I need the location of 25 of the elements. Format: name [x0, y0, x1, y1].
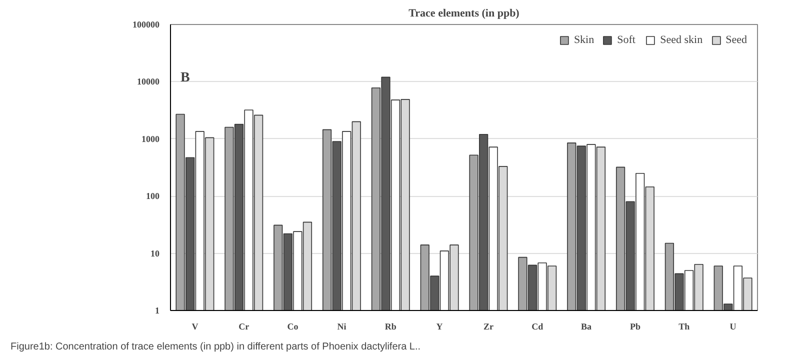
- legend-label: Seed: [726, 34, 747, 46]
- x-tick-label: Cd: [532, 322, 544, 332]
- x-tick-label: Cr: [238, 322, 250, 332]
- y-tick-label: 100: [146, 191, 160, 202]
- y-tick-label: 1000: [142, 134, 160, 144]
- legend-label: Seed skin: [660, 34, 703, 46]
- y-tick-label: 10: [150, 248, 160, 258]
- legend-label: Skin: [574, 34, 594, 46]
- y-tick-label: 10000: [137, 76, 160, 87]
- x-tick-label: Ba: [581, 322, 592, 332]
- x-tick-label: Y: [436, 322, 444, 332]
- annotation: B: [180, 70, 190, 86]
- x-tick-label: U: [730, 322, 737, 332]
- x-tick-label: Ni: [337, 322, 347, 332]
- x-tick-label: V: [192, 322, 199, 332]
- x-tick-label: Co: [287, 322, 299, 332]
- y-tick-label: 1: [155, 306, 160, 316]
- legend-label: Soft: [617, 34, 636, 46]
- caption: Figure1b: Concentration of trace elements (in ppb) in different parts of Phoenix dactylifera L..: [10, 342, 421, 352]
- y-tick-label: 100000: [132, 20, 160, 30]
- chart-title: Trace elements (in ppb): [408, 8, 520, 20]
- x-tick-label: Zr: [483, 322, 494, 332]
- x-tick-label: Th: [678, 322, 690, 332]
- x-tick-label: Rb: [384, 322, 396, 332]
- x-tick-label: Pb: [630, 322, 640, 332]
